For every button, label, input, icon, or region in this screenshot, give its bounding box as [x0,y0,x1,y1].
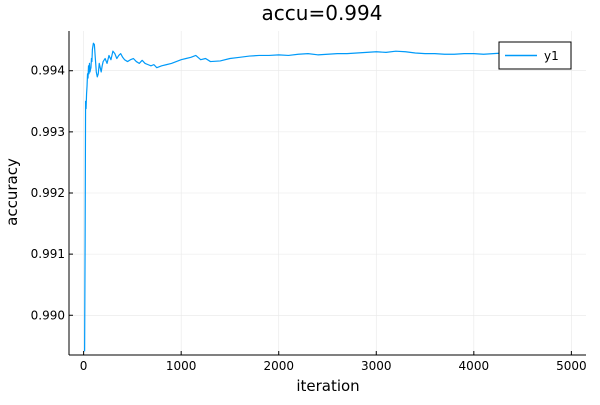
y-tick-label: 0.994 [31,64,65,78]
x-tick-label: 0 [80,359,88,373]
series-layer [84,42,572,352]
y-tick-label: 0.992 [31,186,65,200]
x-tick-label: 3000 [361,359,392,373]
chart-title: accu=0.994 [262,1,383,25]
x-tick-label: 5000 [556,359,587,373]
y-tick-label: 0.990 [31,308,65,322]
y-tick-label: 0.991 [31,247,65,261]
tick-labels: 0 1000 2000 3000 4000 5000 0.990 0.991 0.992 0.99… [31,64,587,373]
x-axis-title: iteration [296,377,359,395]
legend: y1 [498,41,572,70]
grid [69,31,586,355]
legend-label-y1: y1 [544,49,559,63]
x-tick-label: 2000 [263,359,294,373]
y-axis-title: accuracy [3,158,21,226]
series-line-y1 [84,42,572,352]
x-tick-label: 1000 [166,359,197,373]
y-tick-label: 0.993 [31,125,65,139]
x-tick-label: 4000 [459,359,490,373]
